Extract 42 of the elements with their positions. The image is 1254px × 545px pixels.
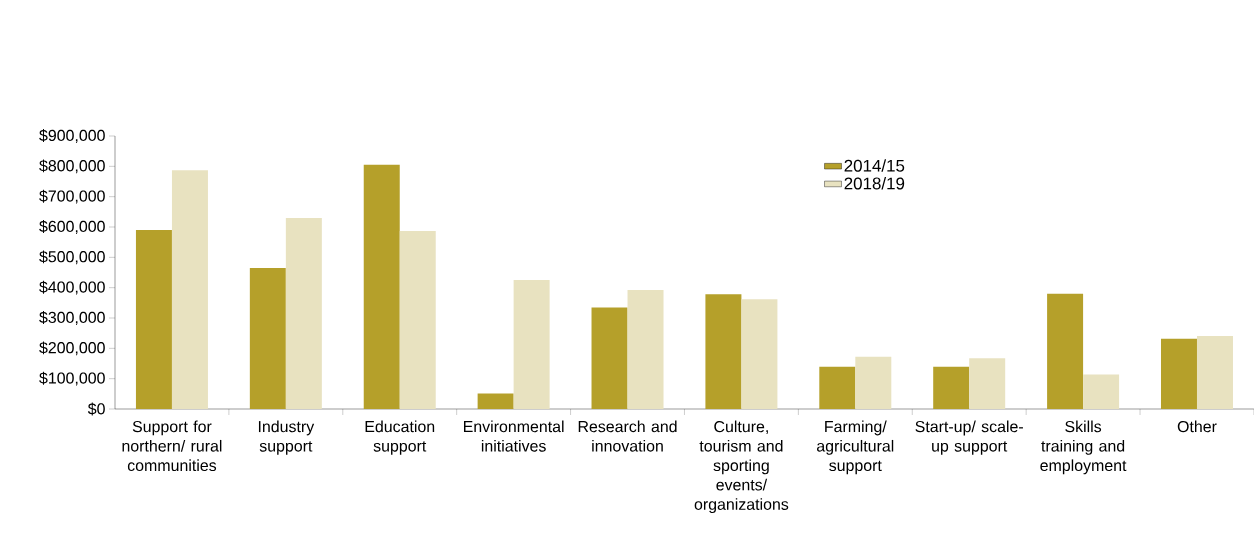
y-tick-label: $200,000 <box>39 341 105 356</box>
x-tick-label: Skills training and employment <box>1040 420 1127 475</box>
y-tick-label: $400,000 <box>39 280 105 295</box>
bar <box>741 299 778 409</box>
bar <box>363 164 400 409</box>
legend-label: 2014/15 <box>844 159 905 172</box>
y-tick-label: $500,000 <box>39 250 105 265</box>
x-tick-label: Farming/ agricultural support <box>816 420 894 475</box>
x-tick-label: Other <box>1177 420 1217 433</box>
bar <box>477 393 514 409</box>
x-tick-label: Research and innovation <box>578 420 677 452</box>
y-tick-label: $0 <box>87 402 105 416</box>
legend-label: 2018/19 <box>844 177 905 190</box>
bar <box>969 358 1006 409</box>
x-tick-label: Start-up/ scale-up support <box>915 420 1023 455</box>
y-tick-label: $600,000 <box>39 220 105 234</box>
y-tick-label: $900,000 <box>39 129 105 143</box>
y-tick-label: $300,000 <box>39 311 105 325</box>
bar <box>249 267 286 409</box>
x-tick-label: Industry support <box>258 420 315 455</box>
bar <box>627 290 664 409</box>
bar <box>819 366 856 409</box>
bar <box>1196 335 1233 409</box>
bar <box>705 294 742 409</box>
y-tick-label: $100,000 <box>39 371 105 386</box>
x-tick-label: Environmental initiatives <box>463 420 564 452</box>
x-tick-label: Education support <box>365 420 435 455</box>
bar <box>513 280 550 409</box>
bar <box>855 356 892 409</box>
bar <box>135 230 172 409</box>
bar <box>285 217 322 409</box>
bar <box>1160 338 1197 409</box>
bar <box>591 307 628 409</box>
y-tick-label: $700,000 <box>39 189 105 204</box>
x-tick-label: Support for northern/ rural communities <box>122 420 222 472</box>
bar <box>1083 374 1120 409</box>
bar <box>399 230 436 409</box>
bar <box>1047 293 1084 409</box>
bar <box>171 170 208 409</box>
x-tick-label: Culture, tourism and sporting events/ organizations <box>694 420 789 514</box>
y-tick-label: $800,000 <box>39 159 105 174</box>
bar <box>933 366 970 409</box>
